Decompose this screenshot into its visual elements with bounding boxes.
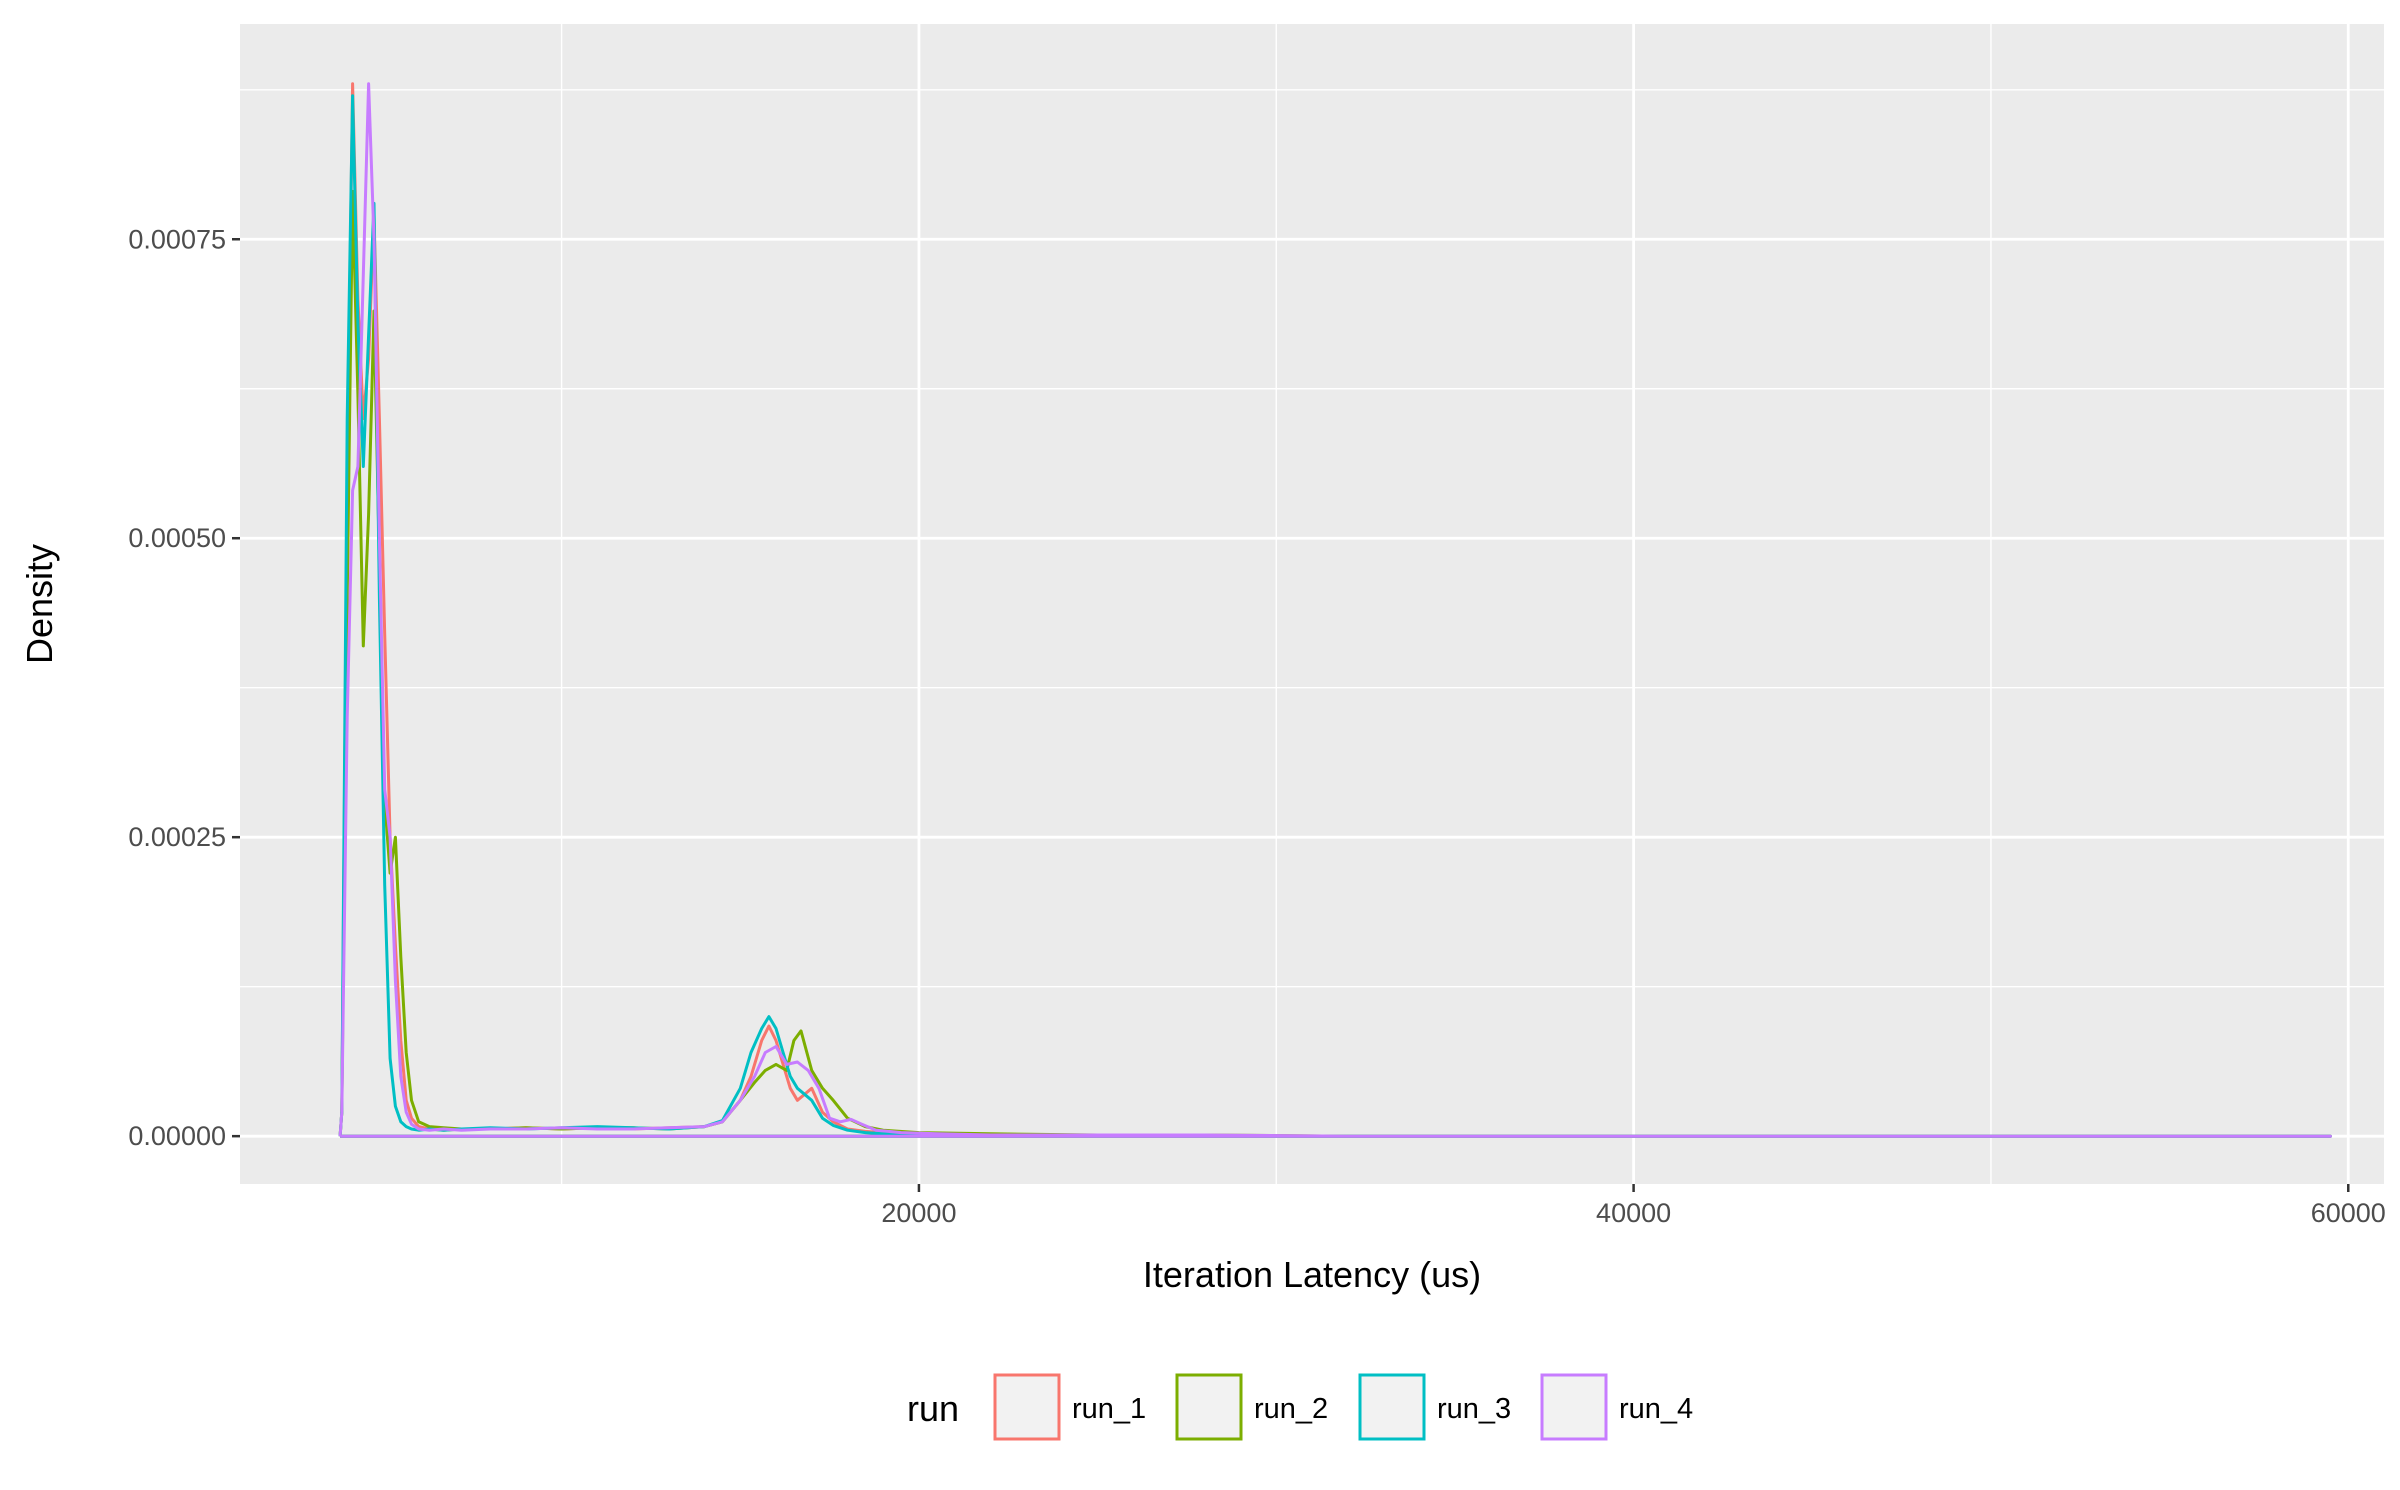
x-tick-label: 20000 xyxy=(881,1198,956,1228)
legend-key-run-4 xyxy=(1540,1373,1608,1441)
legend-items: run_1 run_2 run_3 run_4 xyxy=(993,1373,1693,1441)
legend-key-run-2 xyxy=(1175,1373,1243,1441)
legend: run run_1 run_2 run_3 run_4 xyxy=(907,1373,1693,1441)
y-tick-label: 0.00075 xyxy=(128,224,226,254)
legend-label-run-4: run_4 xyxy=(1619,1393,1693,1425)
y-tick-label: 0.00050 xyxy=(128,523,226,553)
legend-label-run-3: run_3 xyxy=(1437,1393,1511,1425)
legend-title: run xyxy=(907,1388,959,1429)
series-layer xyxy=(338,82,2332,1138)
legend-key-run-1 xyxy=(993,1373,1061,1441)
plot-panel xyxy=(240,24,2384,1184)
x-tick-label: 40000 xyxy=(1596,1198,1671,1228)
grid-minor xyxy=(240,24,2384,1184)
legend-key-run-3 xyxy=(1358,1373,1426,1441)
y-axis-title: Density xyxy=(19,544,60,664)
legend-label-run-2: run_2 xyxy=(1254,1393,1328,1425)
x-axis-title: Iteration Latency (us) xyxy=(1143,1254,1481,1295)
series-line-run-4 xyxy=(338,82,2332,1138)
x-axis: 20000 40000 60000 xyxy=(881,1184,2386,1228)
y-tick-label: 0.00000 xyxy=(128,1121,226,1151)
legend-label-run-1: run_1 xyxy=(1072,1393,1146,1425)
y-axis: 0.00000 0.00025 0.00050 0.00075 xyxy=(128,224,240,1151)
x-tick-label: 60000 xyxy=(2311,1198,2386,1228)
y-tick-label: 0.00025 xyxy=(128,822,226,852)
